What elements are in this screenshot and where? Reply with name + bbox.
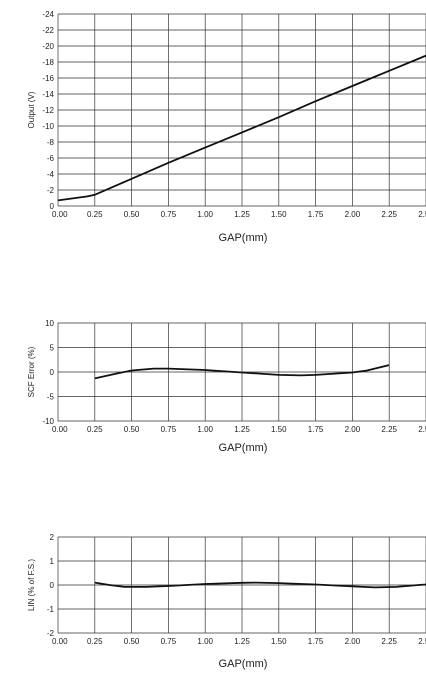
x-tick-label: 1.25 xyxy=(234,425,250,434)
x-tick-label: 0.00 xyxy=(52,425,68,434)
x-tick-label: 1.00 xyxy=(197,637,213,646)
x-tick-label: 1.00 xyxy=(197,210,213,219)
x-tick-label: 1.25 xyxy=(234,637,250,646)
x-tick-label: 2.00 xyxy=(345,637,361,646)
y-tick-label: -2 xyxy=(47,629,55,638)
x-tick-label: 1.00 xyxy=(197,425,213,434)
x-tick-label: 2.00 xyxy=(345,210,361,219)
x-tick-label: 2.50 xyxy=(418,637,426,646)
x-tick-label: 2.25 xyxy=(381,210,397,219)
x-tick-label: 1.50 xyxy=(271,637,287,646)
y-tick-label: -6 xyxy=(47,154,55,163)
x-tick-label: 2.25 xyxy=(381,637,397,646)
y-tick-label: -16 xyxy=(42,74,54,83)
x-tick-label: 1.50 xyxy=(271,210,287,219)
y-axis-label: SCF Error (%) xyxy=(27,346,36,397)
y-axis-label: LIN (% of F.S.) xyxy=(27,559,36,611)
x-tick-label: 0.50 xyxy=(124,637,140,646)
y-tick-label: -1 xyxy=(47,605,55,614)
x-tick-label: 0.50 xyxy=(124,425,140,434)
y-tick-label: -18 xyxy=(42,58,54,67)
x-tick-label: 0.50 xyxy=(124,210,140,219)
chart-panel-1: -24-22-20-18-16-14-12-10-8-6-4-200.00 0.2… xyxy=(27,10,426,244)
series-line xyxy=(94,364,390,380)
chart-panel-3: 2 1 0 -1 -20.00 0.25 0.50 0.75 1.00 1.25 1.50 1.75 2… xyxy=(27,533,426,670)
x-axis-label: GAP(mm) xyxy=(219,442,268,454)
y-tick-label: 0 xyxy=(50,581,55,590)
y-tick-label: 1 xyxy=(50,557,55,566)
x-tick-label: 2.50 xyxy=(418,210,426,219)
x-tick-label: 2.50 xyxy=(418,425,426,434)
y-tick-label: -4 xyxy=(47,170,55,179)
y-tick-label: -20 xyxy=(42,42,54,51)
y-tick-label: -10 xyxy=(42,417,54,426)
y-axis-label: Output (V) xyxy=(27,91,36,128)
y-tick-label: -22 xyxy=(42,26,54,35)
y-tick-label: 5 xyxy=(50,344,55,353)
x-tick-label: 1.50 xyxy=(271,425,287,434)
y-tick-label: 10 xyxy=(45,319,54,328)
y-tick-label: 0 xyxy=(50,202,55,211)
x-axis-label: GAP(mm) xyxy=(219,232,268,244)
y-tick-label: -24 xyxy=(42,10,54,19)
series-line xyxy=(94,581,426,589)
x-tick-label: 1.75 xyxy=(308,210,324,219)
y-tick-label: 2 xyxy=(50,533,55,542)
y-tick-label: -8 xyxy=(47,138,55,147)
x-tick-label: 0.75 xyxy=(161,210,177,219)
x-tick-label: 0.00 xyxy=(52,210,68,219)
series-line xyxy=(57,54,426,202)
y-tick-label: -5 xyxy=(47,393,55,402)
y-tick-label: -10 xyxy=(42,122,54,131)
x-tick-label: 0.25 xyxy=(87,425,103,434)
x-tick-label: 0.25 xyxy=(87,210,103,219)
y-tick-label: 0 xyxy=(50,368,55,377)
x-tick-label: 1.75 xyxy=(308,637,324,646)
x-tick-label: 1.25 xyxy=(234,210,250,219)
x-tick-label: 1.75 xyxy=(308,425,324,434)
x-tick-label: 0.25 xyxy=(87,637,103,646)
y-tick-label: -14 xyxy=(42,90,54,99)
x-tick-label: 2.00 xyxy=(345,425,361,434)
chart-panel-2: 10 5 0 -5 -100.00 0.25 0.50 0.75 1.00 1.25 1.50 1.7… xyxy=(27,319,426,454)
x-tick-label: 0.75 xyxy=(161,425,177,434)
x-axis-label: GAP(mm) xyxy=(219,658,268,670)
x-tick-label: 0.75 xyxy=(161,637,177,646)
y-tick-label: -12 xyxy=(42,106,54,115)
x-tick-label: 2.25 xyxy=(381,425,397,434)
y-tick-label: -2 xyxy=(47,186,55,195)
x-tick-label: 0.00 xyxy=(52,637,68,646)
